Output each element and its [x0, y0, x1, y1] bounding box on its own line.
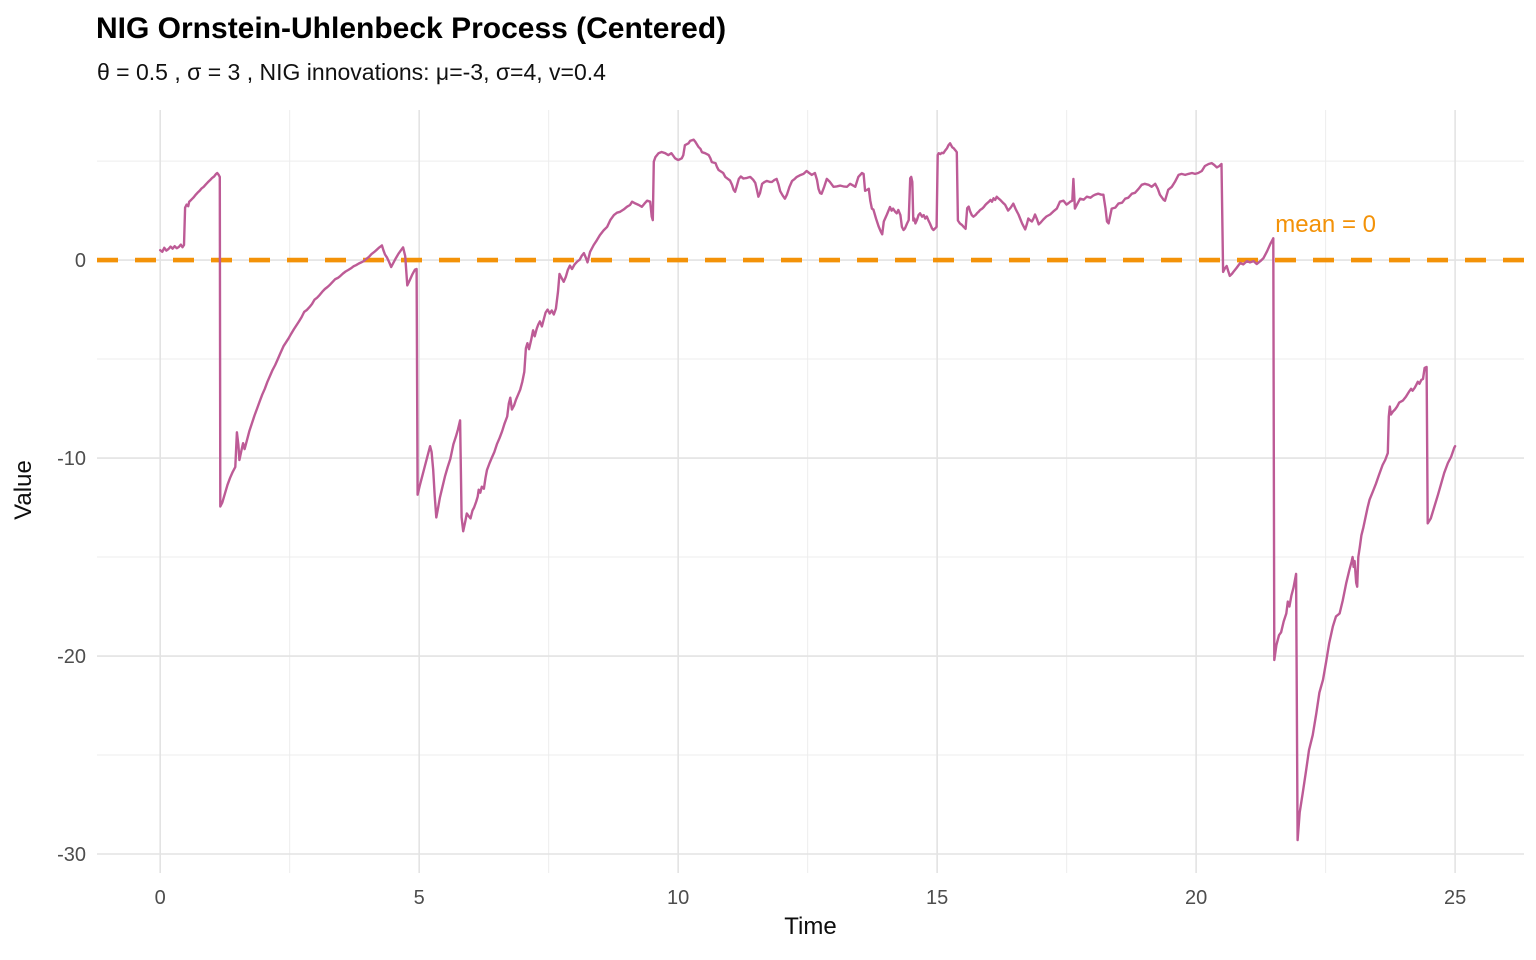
mean-annotation-label: mean = 0	[1275, 211, 1376, 239]
chart-subtitle: θ = 0.5 , σ = 3 , NIG innovations: μ=-3,…	[97, 59, 606, 85]
y-tick-label: -20	[57, 646, 86, 668]
y-tick-label: 0	[75, 250, 86, 272]
chart-title: NIG Ornstein-Uhlenbeck Process (Centered…	[96, 12, 727, 45]
x-axis-title: Time	[784, 913, 837, 940]
x-tick-label: 0	[155, 887, 166, 909]
x-tick-label: 25	[1444, 887, 1466, 909]
x-tick-label: 20	[1185, 887, 1207, 909]
x-tick-label: 10	[667, 887, 689, 909]
y-tick-label: -30	[57, 844, 86, 866]
x-tick-label: 5	[414, 887, 425, 909]
x-tick-label: 15	[926, 887, 948, 909]
y-axis-title: Value	[10, 460, 37, 520]
series-path	[159, 138, 1457, 842]
y-tick-label: -10	[57, 448, 86, 470]
